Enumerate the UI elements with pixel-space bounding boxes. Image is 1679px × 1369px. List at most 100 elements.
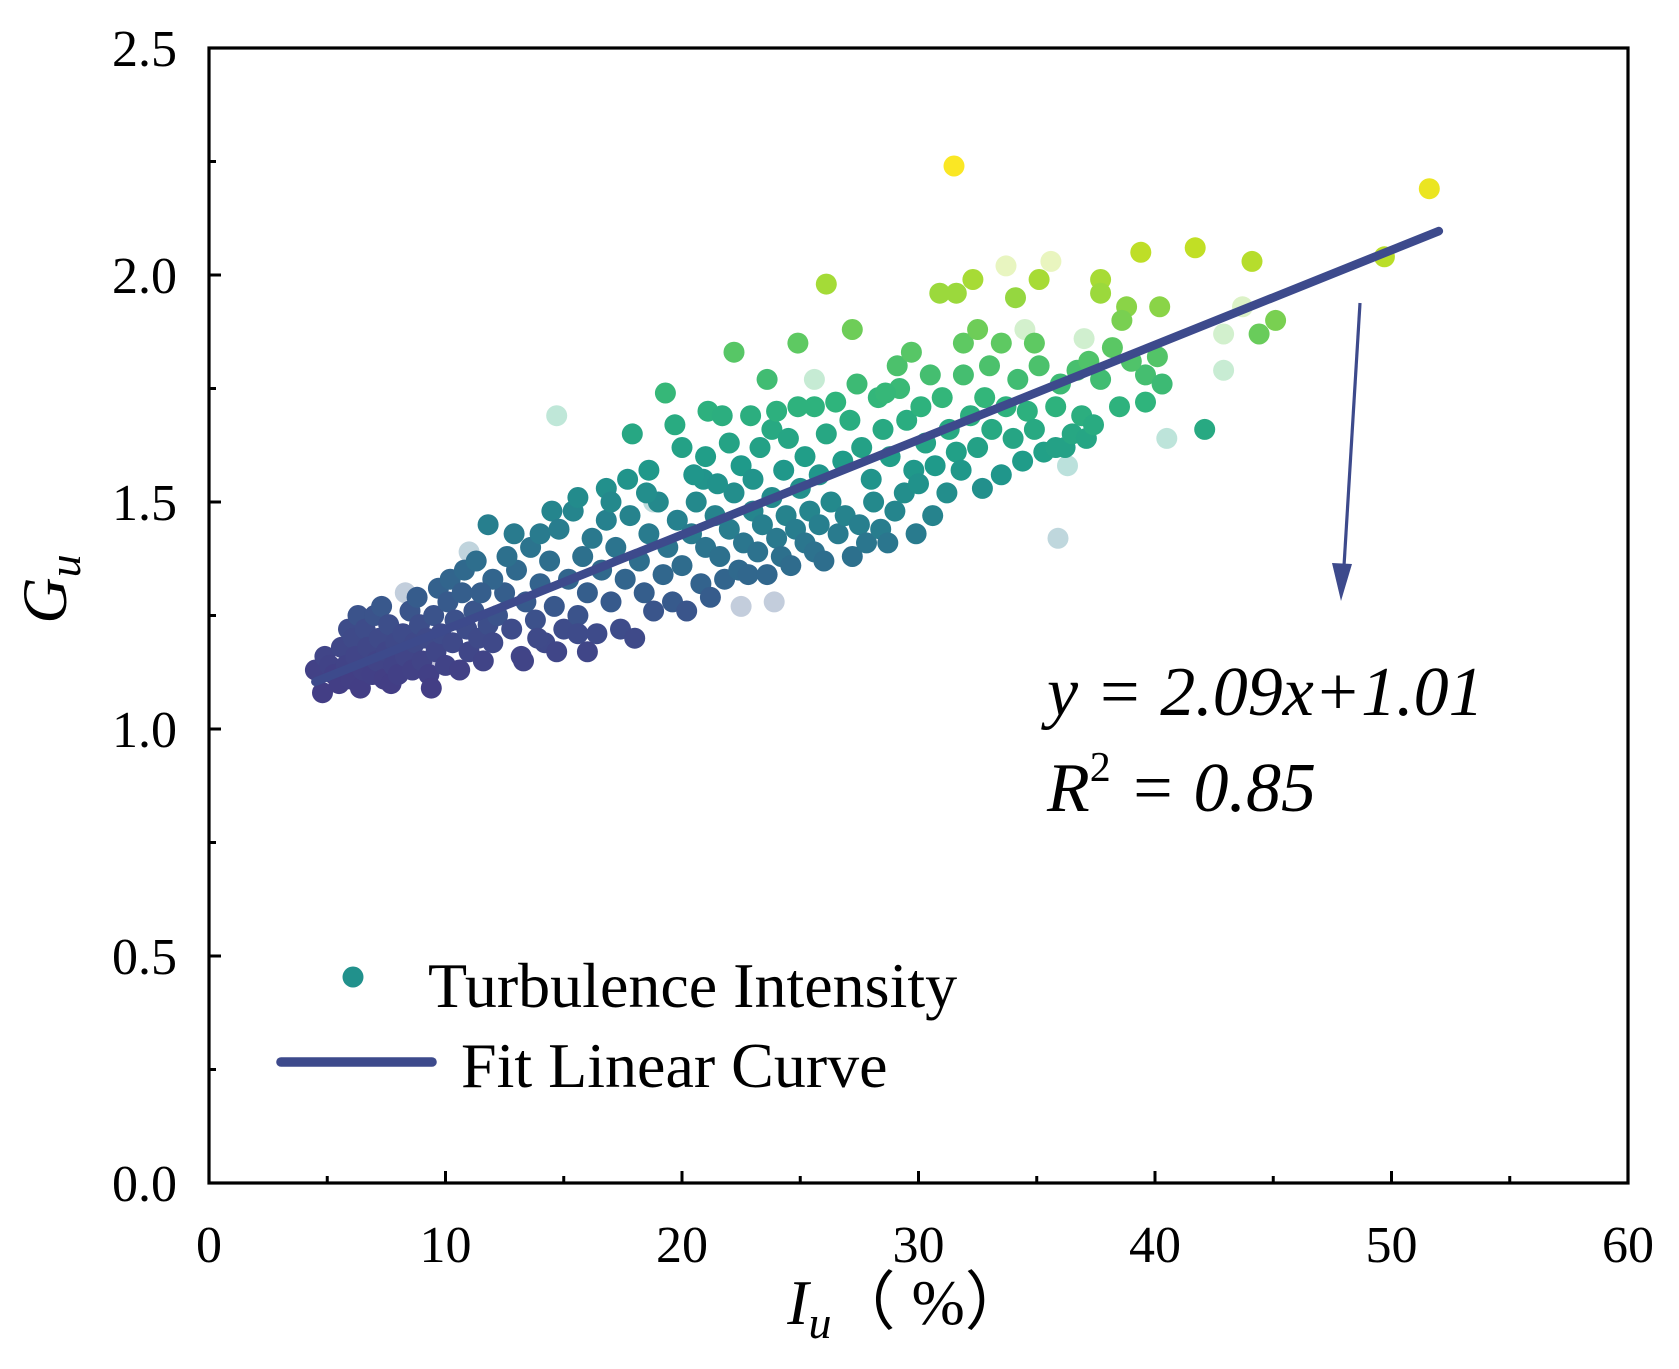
scatter-point — [962, 269, 984, 290]
scatter-point — [971, 477, 993, 499]
scatter-point — [1184, 237, 1206, 259]
scatter-point — [981, 418, 1003, 440]
scatter-point — [1146, 346, 1168, 368]
scatter-point — [371, 595, 393, 617]
y-axis-title-symbol: G — [9, 577, 80, 623]
r-squared-exponent: 2 — [1090, 745, 1111, 791]
scatter-point — [685, 491, 707, 513]
scatter-point — [1241, 250, 1263, 272]
scatter-point — [1149, 296, 1171, 318]
scatter-point — [1028, 355, 1050, 377]
scatter-point — [952, 364, 974, 386]
scatter-point — [848, 514, 870, 536]
y-tick-label: 1.5 — [112, 475, 177, 532]
scatter-point — [1248, 323, 1270, 345]
x-tick-label: 30 — [893, 1217, 945, 1274]
scatter-point — [695, 446, 717, 468]
scatter-point — [827, 523, 849, 545]
scatter-point — [1002, 427, 1024, 449]
scatter-point — [900, 341, 922, 363]
scatter-point — [896, 409, 918, 431]
scatter-point — [841, 319, 863, 340]
scatter-points-layer — [304, 155, 1440, 704]
scatter-point — [671, 555, 693, 577]
scatter-point — [1083, 414, 1104, 436]
faded-scatter-point — [803, 368, 825, 390]
y-tick-label: 2.5 — [112, 21, 177, 78]
x-tick-label: 40 — [1129, 1217, 1181, 1274]
scatter-point — [936, 482, 958, 504]
scatter-point — [787, 332, 809, 354]
arrow-head-icon — [1332, 563, 1352, 601]
scatter-point — [442, 632, 464, 654]
scatter-point — [423, 605, 445, 626]
scatter-point — [825, 391, 847, 413]
scatter-point — [761, 418, 783, 440]
scatter-point — [595, 509, 617, 531]
scatter-point — [1194, 418, 1216, 440]
r-squared-label: R2 = 0.85 — [1046, 745, 1316, 827]
x-axis-title-subscript: u — [809, 1297, 832, 1348]
fit-line-layer — [311, 226, 1444, 687]
scatter-point — [1007, 368, 1029, 390]
scatter-point — [1090, 282, 1112, 304]
scatter-point — [567, 487, 589, 508]
scatter-point — [929, 282, 951, 304]
scatter-point — [856, 532, 877, 554]
scatter-point — [1023, 332, 1045, 354]
scatter-point — [952, 332, 974, 354]
scatter-point — [860, 468, 882, 490]
scatter-point — [1135, 364, 1156, 386]
scatter-point — [945, 282, 967, 304]
r-squared-symbol: R — [1046, 750, 1090, 827]
scatter-point — [513, 650, 534, 672]
scatter-point — [922, 505, 944, 527]
arrow-shaft — [1342, 302, 1362, 567]
scatter-point — [465, 550, 487, 572]
scatter-point — [924, 455, 946, 477]
y-tick-label: 0.0 — [112, 1156, 177, 1213]
faded-scatter-point — [546, 405, 568, 427]
faded-scatter-point — [730, 595, 752, 617]
scatter-point — [576, 641, 598, 663]
faded-scatter-point — [1057, 455, 1078, 477]
scatter-point — [449, 659, 471, 681]
scatter-point — [477, 514, 499, 536]
scatter-point — [1090, 368, 1112, 390]
scatter-point — [636, 482, 657, 504]
scatter-point — [621, 423, 643, 445]
scatter-point — [723, 341, 745, 363]
axes-layer: 0 10 20 30 40 50 60 0.0 0.5 1.0 1.5 2.0 2.5 — [112, 21, 1654, 1274]
scatter-point — [600, 591, 622, 613]
scatter-point — [683, 464, 705, 486]
scatter-point — [1028, 269, 1050, 290]
scatter-point — [808, 514, 830, 536]
fit-line — [311, 226, 1444, 687]
scatter-point — [905, 523, 927, 545]
scatter-point — [666, 509, 688, 531]
scatter-point — [908, 473, 929, 495]
scatter-point — [919, 364, 941, 386]
x-tick-label: 0 — [196, 1217, 222, 1274]
scatter-point — [617, 468, 639, 490]
scatter-point — [751, 514, 773, 536]
x-tick-label: 60 — [1602, 1217, 1654, 1274]
scatter-point — [605, 536, 627, 558]
faded-scatter-point — [995, 255, 1017, 277]
scatter-point — [567, 623, 589, 645]
scatter-point — [990, 332, 1012, 354]
scatter-point — [482, 632, 504, 654]
legend: Turbulence Intensity Fit Linear Curve — [276, 950, 957, 1101]
scatter-point — [1109, 396, 1130, 418]
scatter-point — [539, 550, 561, 572]
scatter-point — [815, 273, 837, 295]
y-tick-label: 1.0 — [112, 702, 177, 759]
r-squared-value: = 0.85 — [1129, 750, 1316, 827]
scatter-point — [967, 437, 989, 458]
scatter-point — [943, 155, 965, 177]
scatter-point — [884, 500, 906, 522]
scatter-point — [1418, 178, 1440, 200]
scatter-point — [652, 564, 674, 586]
scatter-point — [482, 568, 504, 590]
